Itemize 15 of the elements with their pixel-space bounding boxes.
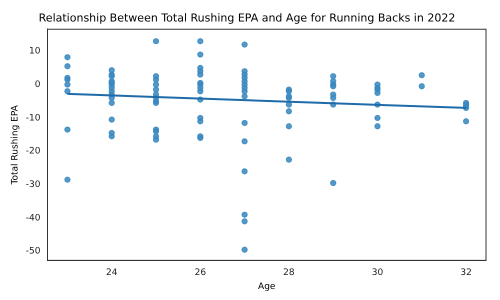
y-tick-label: -20: [26, 146, 41, 157]
y-tick-label: -40: [26, 213, 41, 224]
chart-title: Relationship Between Total Rushing EPA and Age for Running Backs in 2022: [38, 11, 456, 24]
y-tick-label: 0: [34, 80, 41, 90]
x-tick-label: 28: [283, 268, 295, 278]
x-axis-title: Age: [258, 282, 276, 292]
x-tick-label: 26: [194, 268, 206, 278]
y-tick-label: -50: [26, 246, 41, 257]
x-tick-label: 32: [460, 268, 472, 278]
x-tick-label: 24: [106, 268, 118, 278]
y-tick-label: -10: [26, 113, 41, 124]
x-tick-label: 30: [372, 268, 384, 278]
y-tick-label: -30: [26, 180, 41, 190]
y-tick-label: 10: [29, 46, 41, 57]
y-axis-title: Total Rushing EPA: [10, 104, 21, 186]
